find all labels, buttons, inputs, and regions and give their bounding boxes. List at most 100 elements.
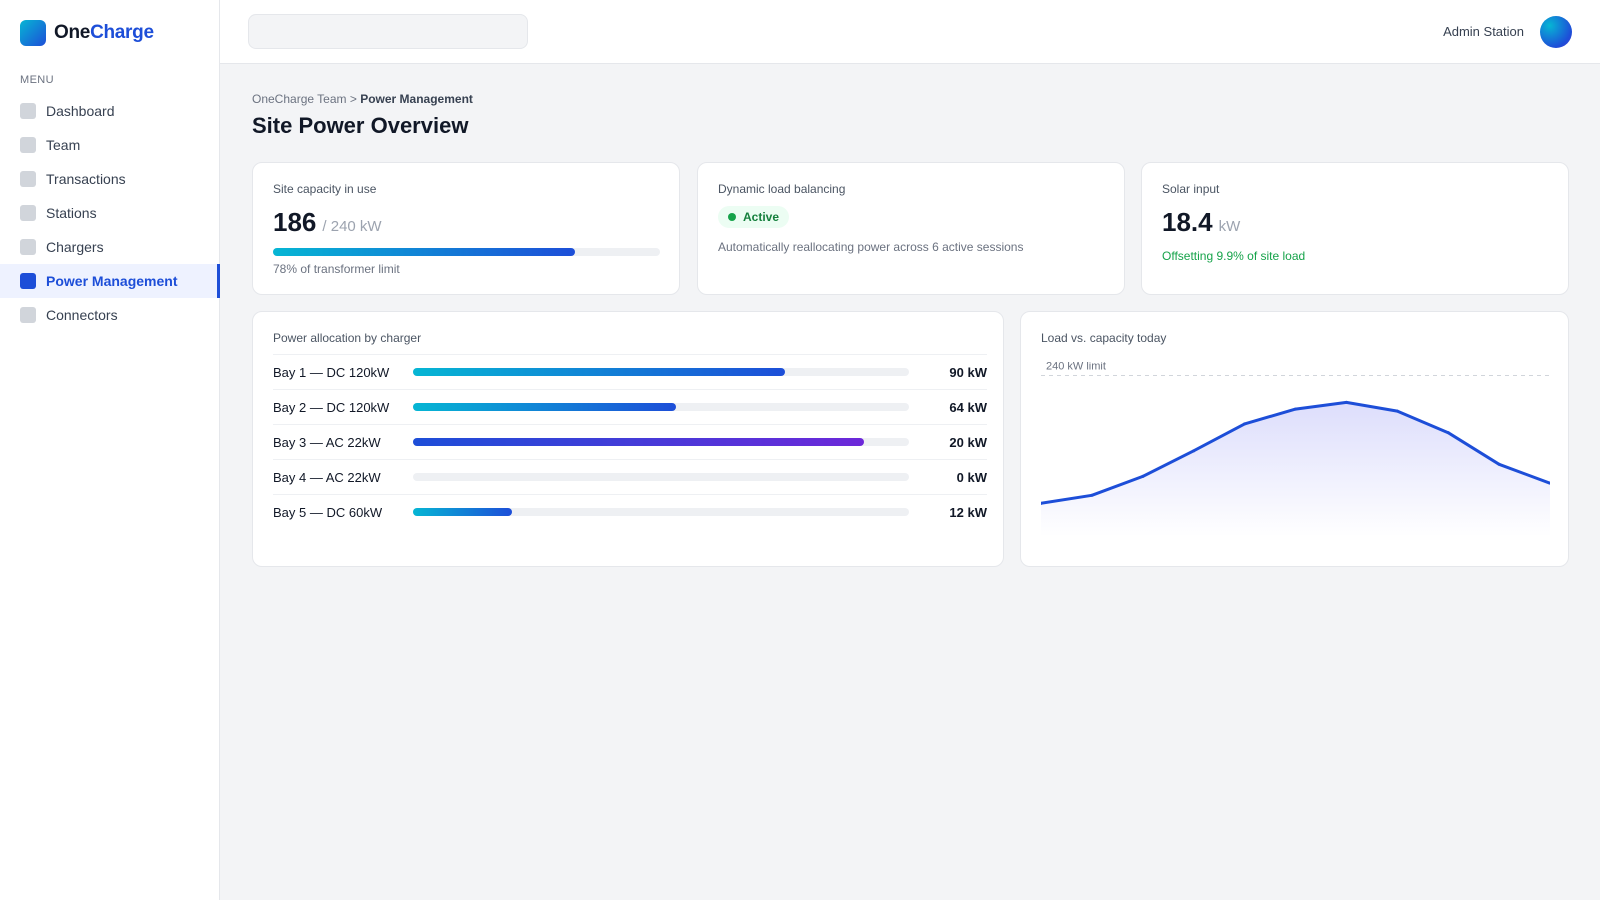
card-label: Power allocation by charger	[273, 331, 422, 345]
sidebar-nav: Dashboard Team Transactions Stations Cha…	[0, 94, 220, 332]
brand-name: OneCharge	[54, 22, 154, 44]
load-chart: 240 kW limit	[1041, 362, 1550, 537]
avatar[interactable]	[1540, 16, 1572, 48]
capacity-number: 186	[273, 207, 317, 237]
allocation-value: 0 kW	[956, 469, 987, 485]
transactions-icon	[20, 171, 36, 187]
load-point	[1041, 501, 1043, 505]
status-badge: Active	[718, 206, 790, 228]
load-point	[1141, 474, 1145, 478]
load-area	[1041, 402, 1550, 537]
sidebar-item-label: Stations	[46, 205, 97, 221]
sidebar-item-label: Transactions	[46, 171, 126, 187]
capacity-limit-label: 240 kW limit	[1046, 362, 1106, 372]
list-item: Bay 2 — DC 120kW 64 kW	[273, 389, 987, 424]
breadcrumb-current: Power Management	[360, 92, 473, 106]
allocation-bar	[413, 403, 909, 411]
allocation-value: 64 kW	[949, 399, 987, 415]
sidebar-item-label: Connectors	[46, 307, 118, 323]
charger-name: Bay 1 — DC 120kW	[273, 364, 390, 380]
sidebar-item-connectors[interactable]: Connectors	[0, 298, 220, 332]
capacity-progress-fill	[273, 248, 575, 256]
breadcrumb-separator: >	[349, 92, 357, 106]
allocation-bar	[413, 508, 909, 516]
load-point	[1192, 449, 1196, 453]
load-point	[1344, 400, 1348, 404]
card-label: Dynamic load balancing	[718, 182, 846, 196]
allocation-bar-fill	[413, 403, 676, 411]
charger-name: Bay 3 — AC 22kW	[273, 434, 381, 450]
allocation-card: Power allocation by charger Bay 1 — DC 1…	[252, 311, 1004, 567]
connectors-icon	[20, 307, 36, 323]
solar-number: 18.4	[1162, 207, 1213, 237]
sidebar-item-chargers[interactable]: Chargers	[0, 230, 220, 264]
sidebar-item-power-management[interactable]: Power Management	[0, 264, 220, 298]
status-dot-icon	[728, 213, 736, 221]
allocation-bar-fill	[413, 508, 513, 516]
capacity-value: 186 / 240 kW	[273, 207, 382, 238]
list-item: Bay 5 — DC 60kW 12 kW	[273, 494, 987, 529]
capacity-progress-bar	[273, 248, 660, 256]
solar-note: Offsetting 9.9% of site load	[1162, 249, 1306, 263]
allocation-bar	[413, 438, 909, 446]
charger-name: Bay 4 — AC 22kW	[273, 469, 381, 485]
sidebar-item-label: Power Management	[46, 273, 178, 289]
breadcrumb: OneCharge Team > Power Management	[252, 92, 473, 106]
logo-mark-icon	[20, 20, 46, 46]
allocation-bar	[413, 473, 909, 481]
sidebar-item-transactions[interactable]: Transactions	[0, 162, 220, 196]
topbar: Admin Station	[220, 0, 1600, 64]
load-point	[1395, 409, 1399, 413]
allocation-list: Bay 1 — DC 120kW 90 kW Bay 2 — DC 120kW …	[273, 354, 987, 529]
list-item: Bay 4 — AC 22kW 0 kW	[273, 459, 987, 494]
chart-title: Load vs. capacity today	[1041, 331, 1167, 345]
sidebar-item-label: Chargers	[46, 239, 104, 255]
status-badge-label: Active	[743, 210, 780, 224]
list-item: Bay 1 — DC 120kW 90 kW	[273, 354, 987, 389]
card-label: Solar input	[1162, 182, 1220, 196]
allocation-value: 90 kW	[949, 364, 987, 380]
solar-value: 18.4 kW	[1162, 207, 1240, 238]
load-balancing-card: Dynamic load balancing Active Automatica…	[697, 162, 1125, 295]
sidebar-item-label: Team	[46, 137, 81, 153]
allocation-bar-fill	[413, 368, 785, 376]
load-point	[1446, 431, 1450, 435]
brand-name-one: One	[54, 22, 91, 43]
chargers-icon	[20, 239, 36, 255]
solar-unit: kW	[1218, 218, 1241, 235]
capacity-card: Site capacity in use 186 / 240 kW 78% of…	[252, 162, 680, 295]
load-chart-card: Load vs. capacity today 240 kW limit	[1020, 311, 1569, 567]
power-management-icon	[20, 273, 36, 289]
card-label: Site capacity in use	[273, 182, 377, 196]
load-point	[1548, 481, 1550, 485]
list-item: Bay 3 — AC 22kW 20 kW	[273, 424, 987, 459]
sidebar-item-stations[interactable]: Stations	[0, 196, 220, 230]
page-title: Site Power Overview	[252, 113, 469, 138]
charger-name: Bay 2 — DC 120kW	[273, 399, 390, 415]
capacity-unit: / 240 kW	[322, 218, 382, 235]
menu-heading: MENU	[20, 74, 54, 86]
load-point	[1497, 462, 1501, 466]
allocation-value: 12 kW	[949, 504, 987, 520]
solar-card: Solar input 18.4 kW Offsetting 9.9% of s…	[1141, 162, 1569, 295]
brand-logo[interactable]: OneCharge	[20, 20, 154, 46]
brand-name-charge: Charge	[90, 22, 154, 43]
search-input[interactable]	[248, 14, 528, 49]
load-point	[1090, 493, 1094, 497]
breadcrumb-parent[interactable]: OneCharge Team	[252, 92, 347, 106]
user-name: Admin Station	[1443, 24, 1524, 39]
load-balancing-description: Automatically reallocating power across …	[718, 240, 1024, 254]
load-point	[1294, 407, 1297, 411]
dashboard-icon	[20, 103, 36, 119]
capacity-note: 78% of transformer limit	[273, 262, 400, 276]
sidebar-item-dashboard[interactable]: Dashboard	[0, 94, 220, 128]
allocation-bar-fill	[413, 438, 865, 446]
team-icon	[20, 137, 36, 153]
stations-icon	[20, 205, 36, 221]
charger-name: Bay 5 — DC 60kW	[273, 504, 383, 520]
allocation-bar	[413, 368, 909, 376]
load-point	[1243, 422, 1247, 426]
sidebar: OneCharge MENU Dashboard Team Transactio…	[0, 0, 220, 900]
sidebar-item-team[interactable]: Team	[0, 128, 220, 162]
sidebar-item-label: Dashboard	[46, 103, 115, 119]
